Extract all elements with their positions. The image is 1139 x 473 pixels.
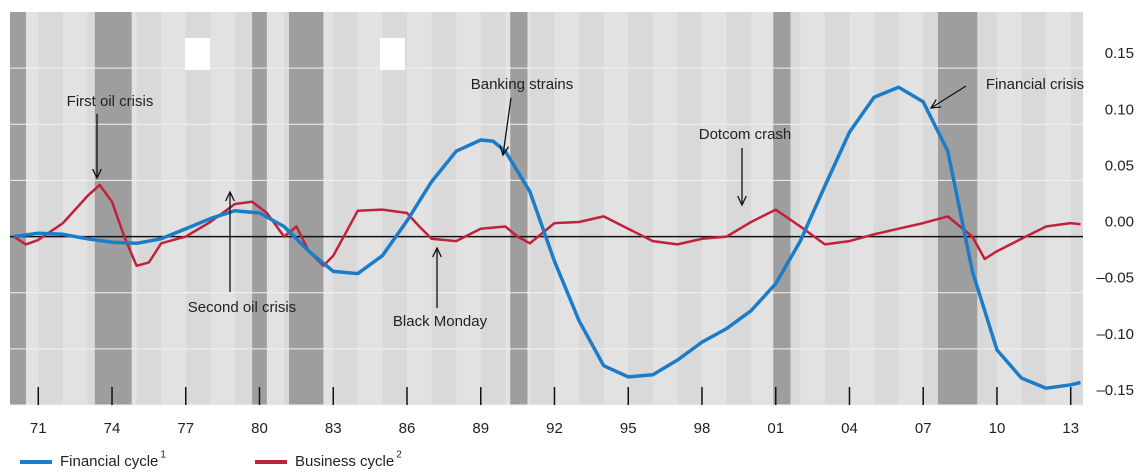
background-stripe [800, 12, 825, 405]
annotation-label: Second oil crisis [188, 299, 296, 316]
legend-label: Financial cycle [60, 453, 158, 470]
x-tick-label: 86 [399, 420, 416, 437]
shaded-period [10, 12, 26, 405]
background-stripe [701, 12, 727, 405]
x-tick-label: 04 [841, 420, 858, 437]
background-stripe [898, 12, 924, 405]
shaded-period [937, 12, 978, 405]
y-tick-label: –0.15 [1096, 382, 1134, 399]
annotation-arrowhead [92, 168, 102, 180]
x-tick-label: 92 [546, 420, 563, 437]
y-tick-label: 0.00 [1105, 214, 1134, 231]
redaction-box [185, 38, 210, 70]
annotation-arrowhead [432, 246, 442, 258]
annotation-label: First oil crisis [67, 93, 154, 110]
y-tick-label: –0.10 [1096, 326, 1134, 343]
background-stripe [357, 12, 383, 405]
annotation-label: Financial crisis [986, 76, 1084, 93]
annotation-label: Black Monday [393, 313, 488, 330]
background-stripe [161, 12, 186, 405]
y-tick-label: –0.05 [1096, 270, 1134, 287]
series-line [13, 183, 1081, 268]
x-tick-label: 77 [177, 420, 194, 437]
annotation-arrow [930, 85, 967, 109]
y-tick-label: 0.10 [1105, 101, 1134, 118]
background-stripe [652, 12, 678, 405]
x-tick-label: 98 [694, 420, 711, 437]
x-tick-label: 95 [620, 420, 637, 437]
annotation-arrowhead [737, 195, 747, 207]
annotation-arrowhead [929, 99, 942, 109]
background-stripe [406, 12, 432, 405]
annotation-label: Dotcom crash [699, 126, 792, 143]
background-stripe [210, 12, 235, 405]
legend-note: 1 [160, 450, 166, 461]
background-stripe [554, 12, 580, 405]
x-tick-label: 83 [325, 420, 342, 437]
x-tick-label: 80 [251, 420, 268, 437]
background-stripe [1046, 12, 1071, 405]
annotation-arrowhead [499, 145, 510, 157]
series-line [13, 85, 1081, 390]
annotation-label: Banking strains [471, 76, 574, 93]
x-tick-label: 74 [104, 420, 121, 437]
x-tick-label: 01 [767, 420, 784, 437]
background-stripe [751, 12, 776, 405]
y-tick-label: 0.05 [1105, 157, 1134, 174]
legend-note: 2 [396, 450, 402, 461]
legend-label: Business cycle [295, 453, 394, 470]
shaded-period [289, 12, 324, 405]
background-stripe [996, 12, 1022, 405]
annotation-arrowhead [225, 190, 235, 202]
background-stripe [456, 12, 481, 405]
background-stripe [849, 12, 875, 405]
shaded-period [773, 12, 791, 405]
background-stripe [603, 12, 629, 405]
redaction-box [380, 38, 405, 70]
x-tick-label: 13 [1062, 420, 1079, 437]
shaded-period [510, 12, 528, 405]
y-tick-label: 0.15 [1105, 45, 1134, 62]
x-tick-label: 71 [30, 420, 47, 437]
x-tick-label: 89 [472, 420, 489, 437]
x-tick-label: 10 [989, 420, 1006, 437]
annotation-arrow [502, 97, 512, 156]
x-tick-label: 07 [915, 420, 932, 437]
